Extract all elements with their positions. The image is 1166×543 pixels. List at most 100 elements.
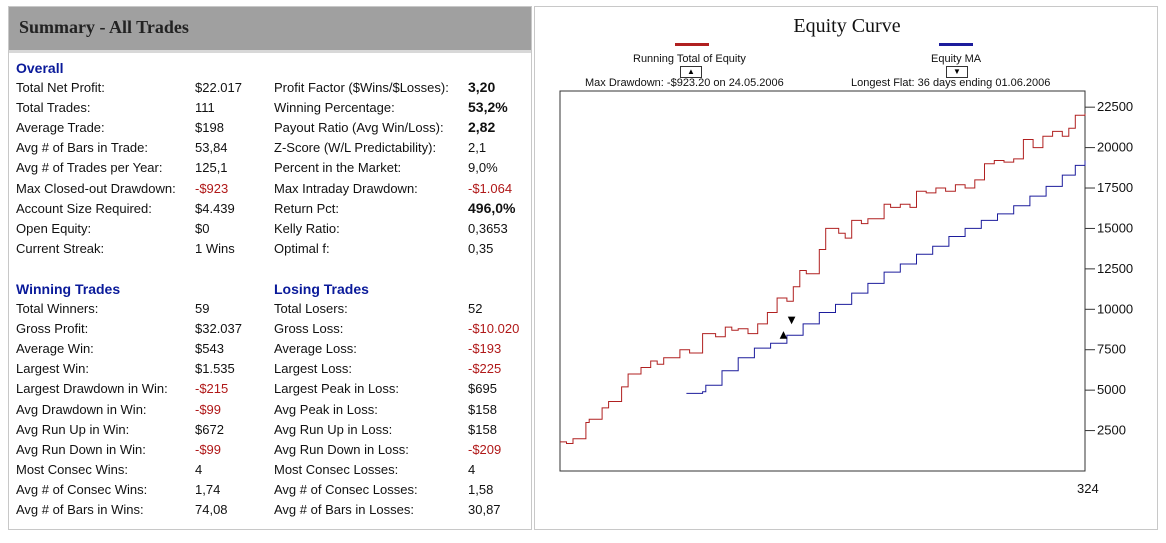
overall-right-row-label: Profit Factor ($Wins/$Losses):	[274, 80, 449, 95]
losing-row-value: $695	[468, 381, 497, 397]
drawdown-marker: ▼	[788, 315, 796, 326]
losing-row-value: 4	[468, 461, 476, 477]
overall-left-row-label: Open Equity:	[16, 220, 92, 236]
winning-row-label: Average Win:	[16, 341, 94, 357]
losing-row-label: Largest Loss:	[274, 361, 353, 377]
winning-row-label: Avg Run Up in Win:	[16, 421, 130, 437]
winning-row-value: 1,74	[195, 481, 221, 497]
overall-left-row-label: Total Net Profit:	[16, 80, 105, 95]
overall-left-row-label: Average Trade:	[16, 120, 105, 136]
legend-toggle-equity[interactable]: ▲	[680, 66, 702, 78]
losing-row-label: Avg # of Consec Losses:	[274, 481, 418, 497]
overall-left-row-value: $22.017	[195, 80, 242, 95]
overall-right-row-value: 2,82	[468, 119, 496, 136]
losing-row-label: Most Consec Losses:	[274, 461, 399, 477]
overall-right-row-label: Payout Ratio (Avg Win/Loss):	[274, 120, 444, 136]
overall-left-row-value: -$923	[195, 180, 229, 196]
legend-label-equity-ma: Equity MA	[931, 53, 982, 65]
winning-row-value: -$99	[195, 441, 222, 457]
overall-left-row-value: 1 Wins	[195, 240, 235, 256]
longest-flat-text: Longest Flat: 36 days ending 01.06.2006	[851, 77, 1051, 89]
winning-row-value: -$99	[195, 401, 222, 417]
y-tick-label: 10000	[1097, 301, 1133, 316]
overall-heading: Overall	[16, 60, 64, 76]
overall-right-row-value: 0,35	[468, 240, 494, 256]
y-tick-label: 20000	[1097, 140, 1133, 155]
winning-row-label: Total Winners:	[16, 301, 99, 316]
losing-row-value: 30,87	[468, 502, 501, 517]
losing-row-value: 52	[468, 301, 483, 316]
winning-row-label: Most Consec Wins:	[16, 461, 128, 477]
overall-right-row-label: Kelly Ratio:	[274, 220, 340, 236]
overall-left-row-label: Max Closed-out Drawdown:	[16, 180, 176, 196]
x-tick-label: 324	[1077, 481, 1099, 496]
winning-row-label: Avg # of Consec Wins:	[16, 481, 148, 497]
overall-right-row-label: Z-Score (W/L Predictability):	[274, 140, 437, 156]
overall-right-row-label: Return Pct:	[274, 200, 340, 216]
losing-row-label: Avg Run Up in Loss:	[274, 421, 393, 437]
y-tick-label: 15000	[1097, 220, 1133, 235]
summary-title: Summary - All Trades	[19, 17, 189, 37]
overall-right-row-label: Winning Percentage:	[274, 100, 395, 116]
winning-row-value: $1.535	[195, 361, 235, 377]
losing-row-value: -$209	[468, 441, 502, 457]
y-tick-label: 12500	[1097, 261, 1133, 276]
winning-row-label: Avg Drawdown in Win:	[16, 401, 147, 417]
overall-right-row-label: Max Intraday Drawdown:	[274, 180, 418, 196]
drawdown-marker: ▲	[780, 330, 788, 341]
legend-toggle-equity-ma[interactable]: ▼	[946, 66, 968, 78]
overall-right-row-value: 2,1	[468, 140, 487, 156]
equity-series-line	[560, 113, 1086, 444]
legend-label-equity: Running Total of Equity	[633, 53, 746, 65]
plot-area	[559, 90, 1086, 472]
overall-right-row-value: 3,20	[468, 79, 496, 95]
losing-row-value: -$225	[468, 361, 502, 377]
winning-row-label: Largest Win:	[16, 361, 89, 377]
winning-row-value: 59	[195, 301, 210, 316]
winning-row-label: Avg Run Down in Win:	[16, 441, 146, 457]
losing-row-label: Avg Run Down in Loss:	[274, 441, 409, 457]
legend-swatch-equity	[675, 43, 709, 46]
losing-row-value: $158	[468, 421, 497, 437]
overall-right-row-label: Percent in the Market:	[274, 160, 402, 176]
chart-title: Equity Curve	[793, 15, 901, 37]
overall-left-row-value: 53,84	[195, 140, 228, 156]
winning-row-label: Gross Profit:	[16, 321, 89, 337]
winning-row-value: $543	[195, 341, 224, 357]
overall-right-row-value: 0,3653	[468, 220, 508, 236]
overall-left-row-label: Account Size Required:	[16, 200, 152, 216]
overall-right-row-value: -$1.064	[468, 180, 513, 196]
equity-chart-panel: Equity Curve Running Total of Equity ▲ E…	[534, 6, 1158, 530]
y-tick-label: 7500	[1097, 342, 1126, 357]
overall-right-row-value: 53,2%	[468, 99, 508, 116]
winning-trades-heading: Winning Trades	[16, 281, 121, 297]
losing-row-label: Avg # of Bars in Losses:	[274, 502, 414, 517]
losing-row-value: $158	[468, 401, 497, 417]
losing-trades-heading: Losing Trades	[274, 281, 369, 297]
winning-row-value: 4	[195, 461, 203, 477]
losing-row-label: Avg Peak in Loss:	[274, 401, 378, 417]
overall-left-row-value: $4.439	[195, 200, 235, 216]
winning-row-value: -$215	[195, 381, 229, 397]
winning-row-label: Largest Drawdown in Win:	[16, 381, 168, 397]
winning-row-value: $672	[195, 421, 224, 437]
overall-left-row-value: $0	[195, 220, 210, 236]
equity-plot: 2500 5000 7500 10000 12500 15000 17500 20000 225…	[559, 90, 1133, 496]
losing-row-value: 1,58	[468, 481, 494, 497]
losing-row-label: Largest Peak in Loss:	[274, 381, 400, 397]
y-tick-label: 22500	[1097, 99, 1133, 114]
overall-left-row-label: Total Trades:	[16, 100, 91, 116]
overall-left-row-label: Avg # of Bars in Trade:	[16, 140, 148, 156]
winning-row-value: $32.037	[195, 321, 242, 337]
overall-left-row-label: Avg # of Trades per Year:	[16, 160, 163, 176]
losing-row-label: Gross Loss:	[274, 321, 344, 337]
losing-row-label: Total Losers:	[274, 301, 348, 316]
summary-header: Summary - All Trades	[9, 7, 531, 53]
winning-row-label: Avg # of Bars in Wins:	[16, 502, 144, 517]
losing-row-value: -$193	[468, 341, 502, 357]
overall-right-row-value: 496,0%	[468, 199, 516, 216]
summary-panel: Summary - All Trades Overall Total Net Pr…	[8, 6, 532, 530]
overall-right-row-label: Optimal f:	[274, 240, 330, 256]
equity-ma-series-line	[686, 160, 1086, 394]
y-tick-label: 17500	[1097, 180, 1133, 195]
